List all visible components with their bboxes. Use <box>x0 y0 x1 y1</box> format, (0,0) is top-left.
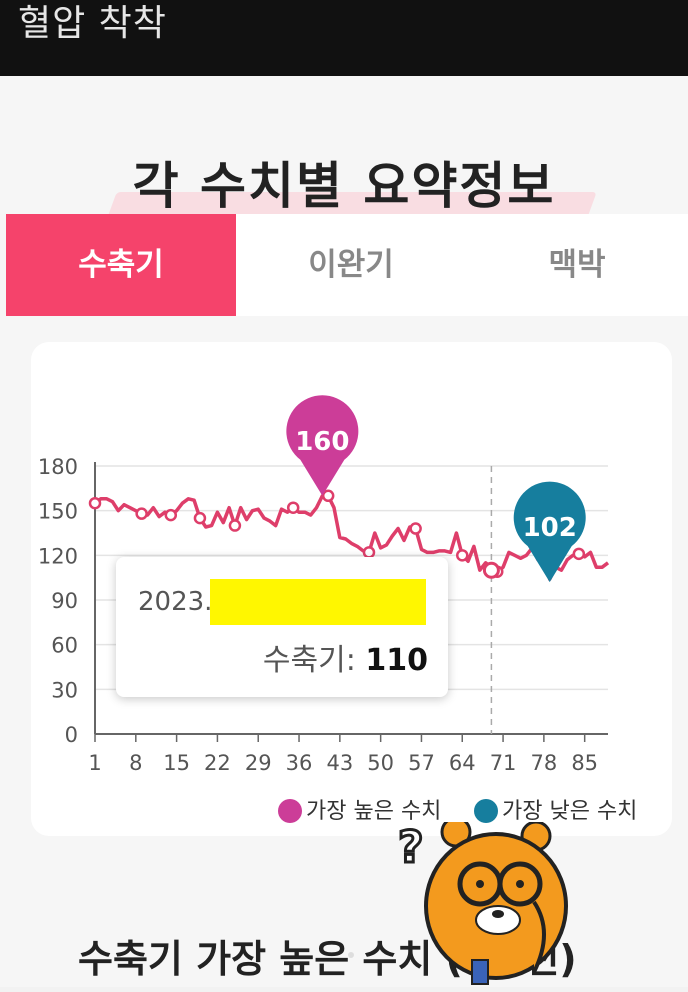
x-tick-label: 50 <box>367 751 394 775</box>
legend-max: 가장 높은 수치 <box>278 793 441 825</box>
x-tick-label: 29 <box>245 751 272 775</box>
x-tick-label: 22 <box>204 751 231 775</box>
svg-text:?: ? <box>398 822 424 873</box>
x-tick-label: 43 <box>326 751 353 775</box>
tooltip-date: 2023. <box>138 587 213 617</box>
x-tick-label: 8 <box>129 751 142 775</box>
data-point <box>362 546 376 559</box>
max-marker <box>286 395 359 496</box>
page-indicator-dot <box>348 952 354 958</box>
x-tick-label: 71 <box>490 751 517 775</box>
y-tick-label: 120 <box>38 544 78 568</box>
tab-systolic[interactable]: 수축기 <box>6 214 236 316</box>
x-tick-label: 57 <box>408 751 435 775</box>
page-title-area: 각 수치별 요약정보 <box>0 112 688 218</box>
x-tick-label: 15 <box>163 751 190 775</box>
data-point <box>228 519 242 532</box>
data-point <box>193 511 207 525</box>
app-title-bar: 혈압 착착 <box>0 0 688 76</box>
data-point <box>321 489 335 503</box>
max-marker-label: 160 <box>295 427 349 457</box>
legend-min: 가장 낮은 수치 <box>474 793 637 825</box>
hover-point <box>482 561 500 579</box>
data-point <box>286 501 300 514</box>
mascot-illustration: ? <box>397 822 568 985</box>
legend-min-label: 가장 낮은 수치 <box>502 799 638 824</box>
series-line <box>93 494 610 581</box>
x-tick-label: 64 <box>449 751 476 775</box>
y-tick-label: 60 <box>51 634 78 658</box>
legend-max-dot-icon <box>278 799 302 823</box>
legend-min-dot-icon <box>474 799 498 823</box>
min-marker <box>513 481 586 583</box>
data-point <box>572 547 586 561</box>
data-point <box>456 549 469 562</box>
data-point <box>135 507 148 520</box>
y-tick-label: 180 <box>38 455 78 479</box>
app-title: 혈압 착착 <box>18 3 167 44</box>
tooltip-label: 수축기: <box>262 643 356 678</box>
redaction-mask <box>210 579 426 625</box>
tab-pulse[interactable]: 맥박 <box>548 247 606 283</box>
x-tick-label: 85 <box>571 751 598 775</box>
tooltip-value: 110 <box>365 643 428 678</box>
x-tick-label: 1 <box>88 751 101 775</box>
y-tick-label: 150 <box>38 500 78 524</box>
tooltip-row: 수축기: 110 <box>263 635 428 679</box>
y-tick-label: 0 <box>65 723 78 747</box>
tab-bar: 수축기 이완기 맥박 <box>6 214 688 316</box>
data-point <box>409 522 422 535</box>
chart-tooltip: 2023. 수축기: 110 <box>116 557 448 697</box>
x-tick-label: 36 <box>286 751 313 775</box>
data-point <box>164 508 178 522</box>
min-marker-label: 102 <box>523 513 577 543</box>
y-tick-label: 30 <box>51 678 78 702</box>
page-title: 각 수치별 요약정보 <box>132 157 556 215</box>
legend-max-label: 가장 높은 수치 <box>306 799 442 824</box>
data-point <box>88 496 102 510</box>
y-tick-label: 90 <box>51 589 78 613</box>
tab-diastolic[interactable]: 이완기 <box>308 247 394 283</box>
x-tick-label: 78 <box>531 751 558 775</box>
